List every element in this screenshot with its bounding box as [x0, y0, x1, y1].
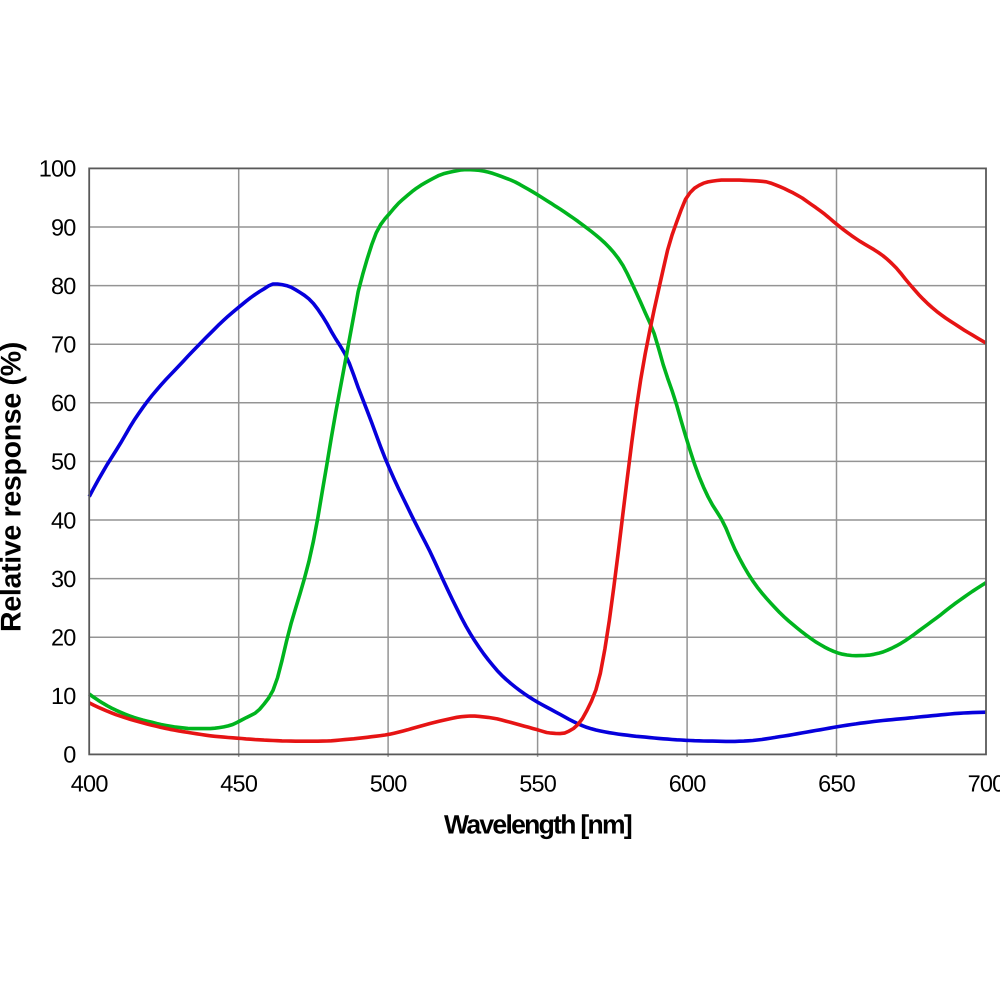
- svg-text:600: 600: [669, 771, 707, 797]
- svg-text:50: 50: [51, 449, 76, 475]
- svg-text:Wavelength [nm]: Wavelength [nm]: [444, 810, 632, 840]
- svg-text:30: 30: [51, 566, 76, 592]
- svg-text:10: 10: [51, 683, 76, 709]
- svg-text:Relative response (%): Relative response (%): [0, 342, 28, 632]
- svg-text:40: 40: [51, 507, 76, 533]
- svg-text:70: 70: [51, 332, 76, 358]
- svg-text:500: 500: [370, 771, 408, 797]
- svg-text:400: 400: [71, 771, 109, 797]
- svg-text:550: 550: [519, 771, 557, 797]
- svg-text:700: 700: [968, 771, 1000, 797]
- svg-text:90: 90: [51, 214, 76, 240]
- svg-text:80: 80: [51, 273, 76, 299]
- svg-text:650: 650: [818, 771, 856, 797]
- svg-text:0: 0: [63, 742, 76, 768]
- svg-text:450: 450: [220, 771, 258, 797]
- svg-text:100: 100: [39, 156, 77, 182]
- svg-text:60: 60: [51, 390, 76, 416]
- svg-text:20: 20: [51, 625, 76, 651]
